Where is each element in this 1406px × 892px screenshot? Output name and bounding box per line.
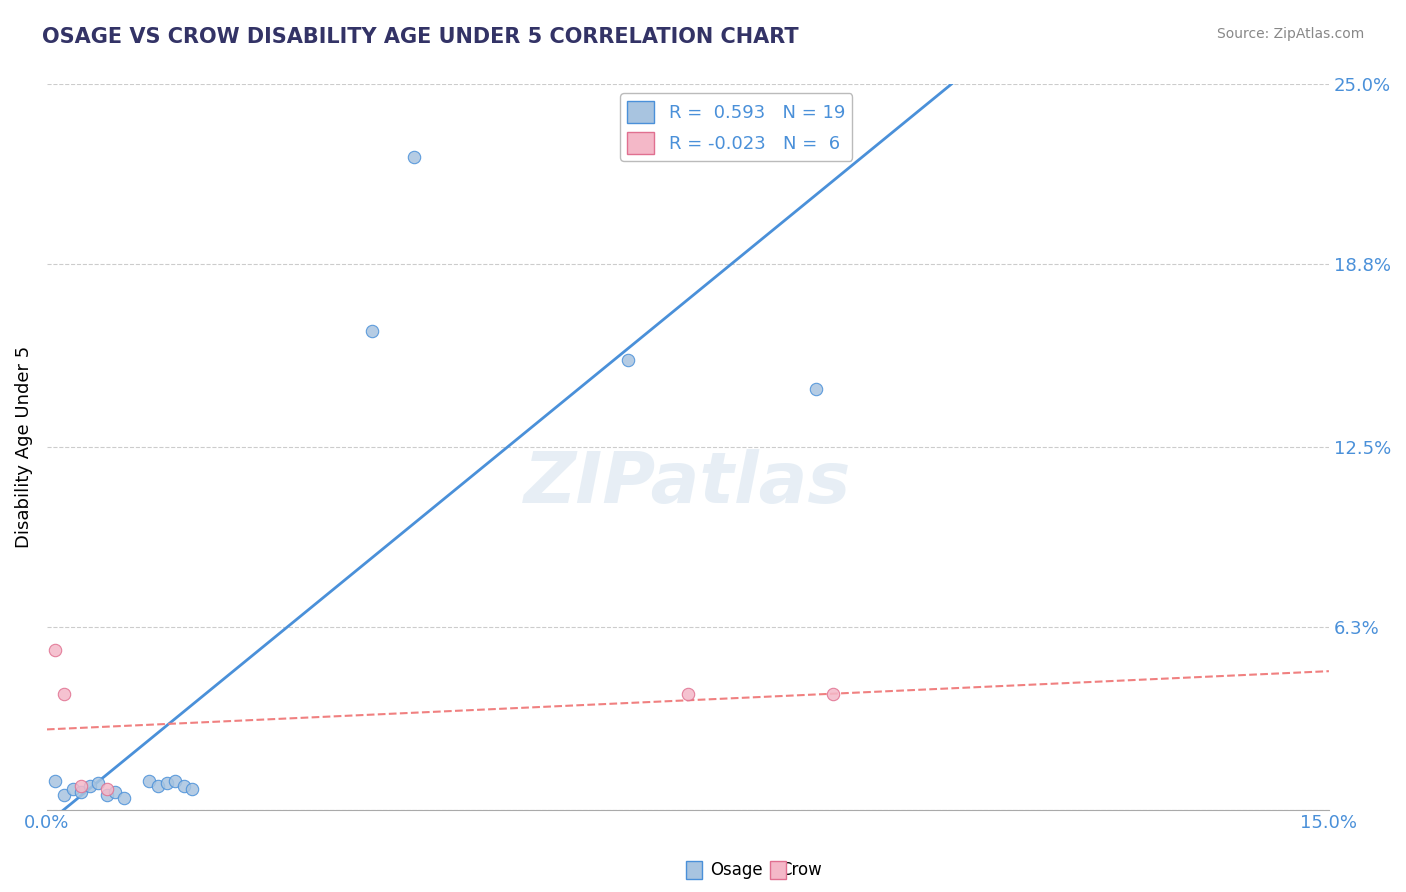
Point [53, 686, 76, 700]
Point [104, 785, 127, 799]
Point [676, 686, 699, 700]
Point [173, 780, 195, 794]
Point [155, 776, 177, 790]
Point [96, 782, 118, 797]
Point [617, 353, 640, 368]
Text: Crow: Crow [780, 861, 823, 879]
Point [44, 643, 66, 657]
Point [404, 150, 426, 164]
Point [70, 785, 93, 799]
Text: ZIPatlas: ZIPatlas [524, 449, 852, 517]
Point [53, 788, 76, 802]
Text: Osage: Osage [710, 861, 762, 879]
Text: OSAGE VS CROW DISABILITY AGE UNDER 5 CORRELATION CHART: OSAGE VS CROW DISABILITY AGE UNDER 5 COR… [42, 27, 799, 46]
Point [87, 776, 110, 790]
Point [181, 782, 204, 797]
Point [79, 780, 101, 794]
Point [804, 382, 827, 396]
Point [44, 773, 66, 788]
Point [62, 782, 84, 797]
Point [165, 773, 187, 788]
Point [146, 780, 169, 794]
Text: Source: ZipAtlas.com: Source: ZipAtlas.com [1216, 27, 1364, 41]
Point [112, 791, 135, 805]
Legend: R =  0.593   N = 19, R = -0.023   N =  6: R = 0.593 N = 19, R = -0.023 N = 6 [620, 94, 852, 161]
Point [138, 773, 160, 788]
Point [70, 780, 93, 794]
Point [96, 788, 118, 802]
Y-axis label: Disability Age Under 5: Disability Age Under 5 [15, 346, 32, 548]
Point [823, 686, 845, 700]
Point [360, 324, 382, 338]
